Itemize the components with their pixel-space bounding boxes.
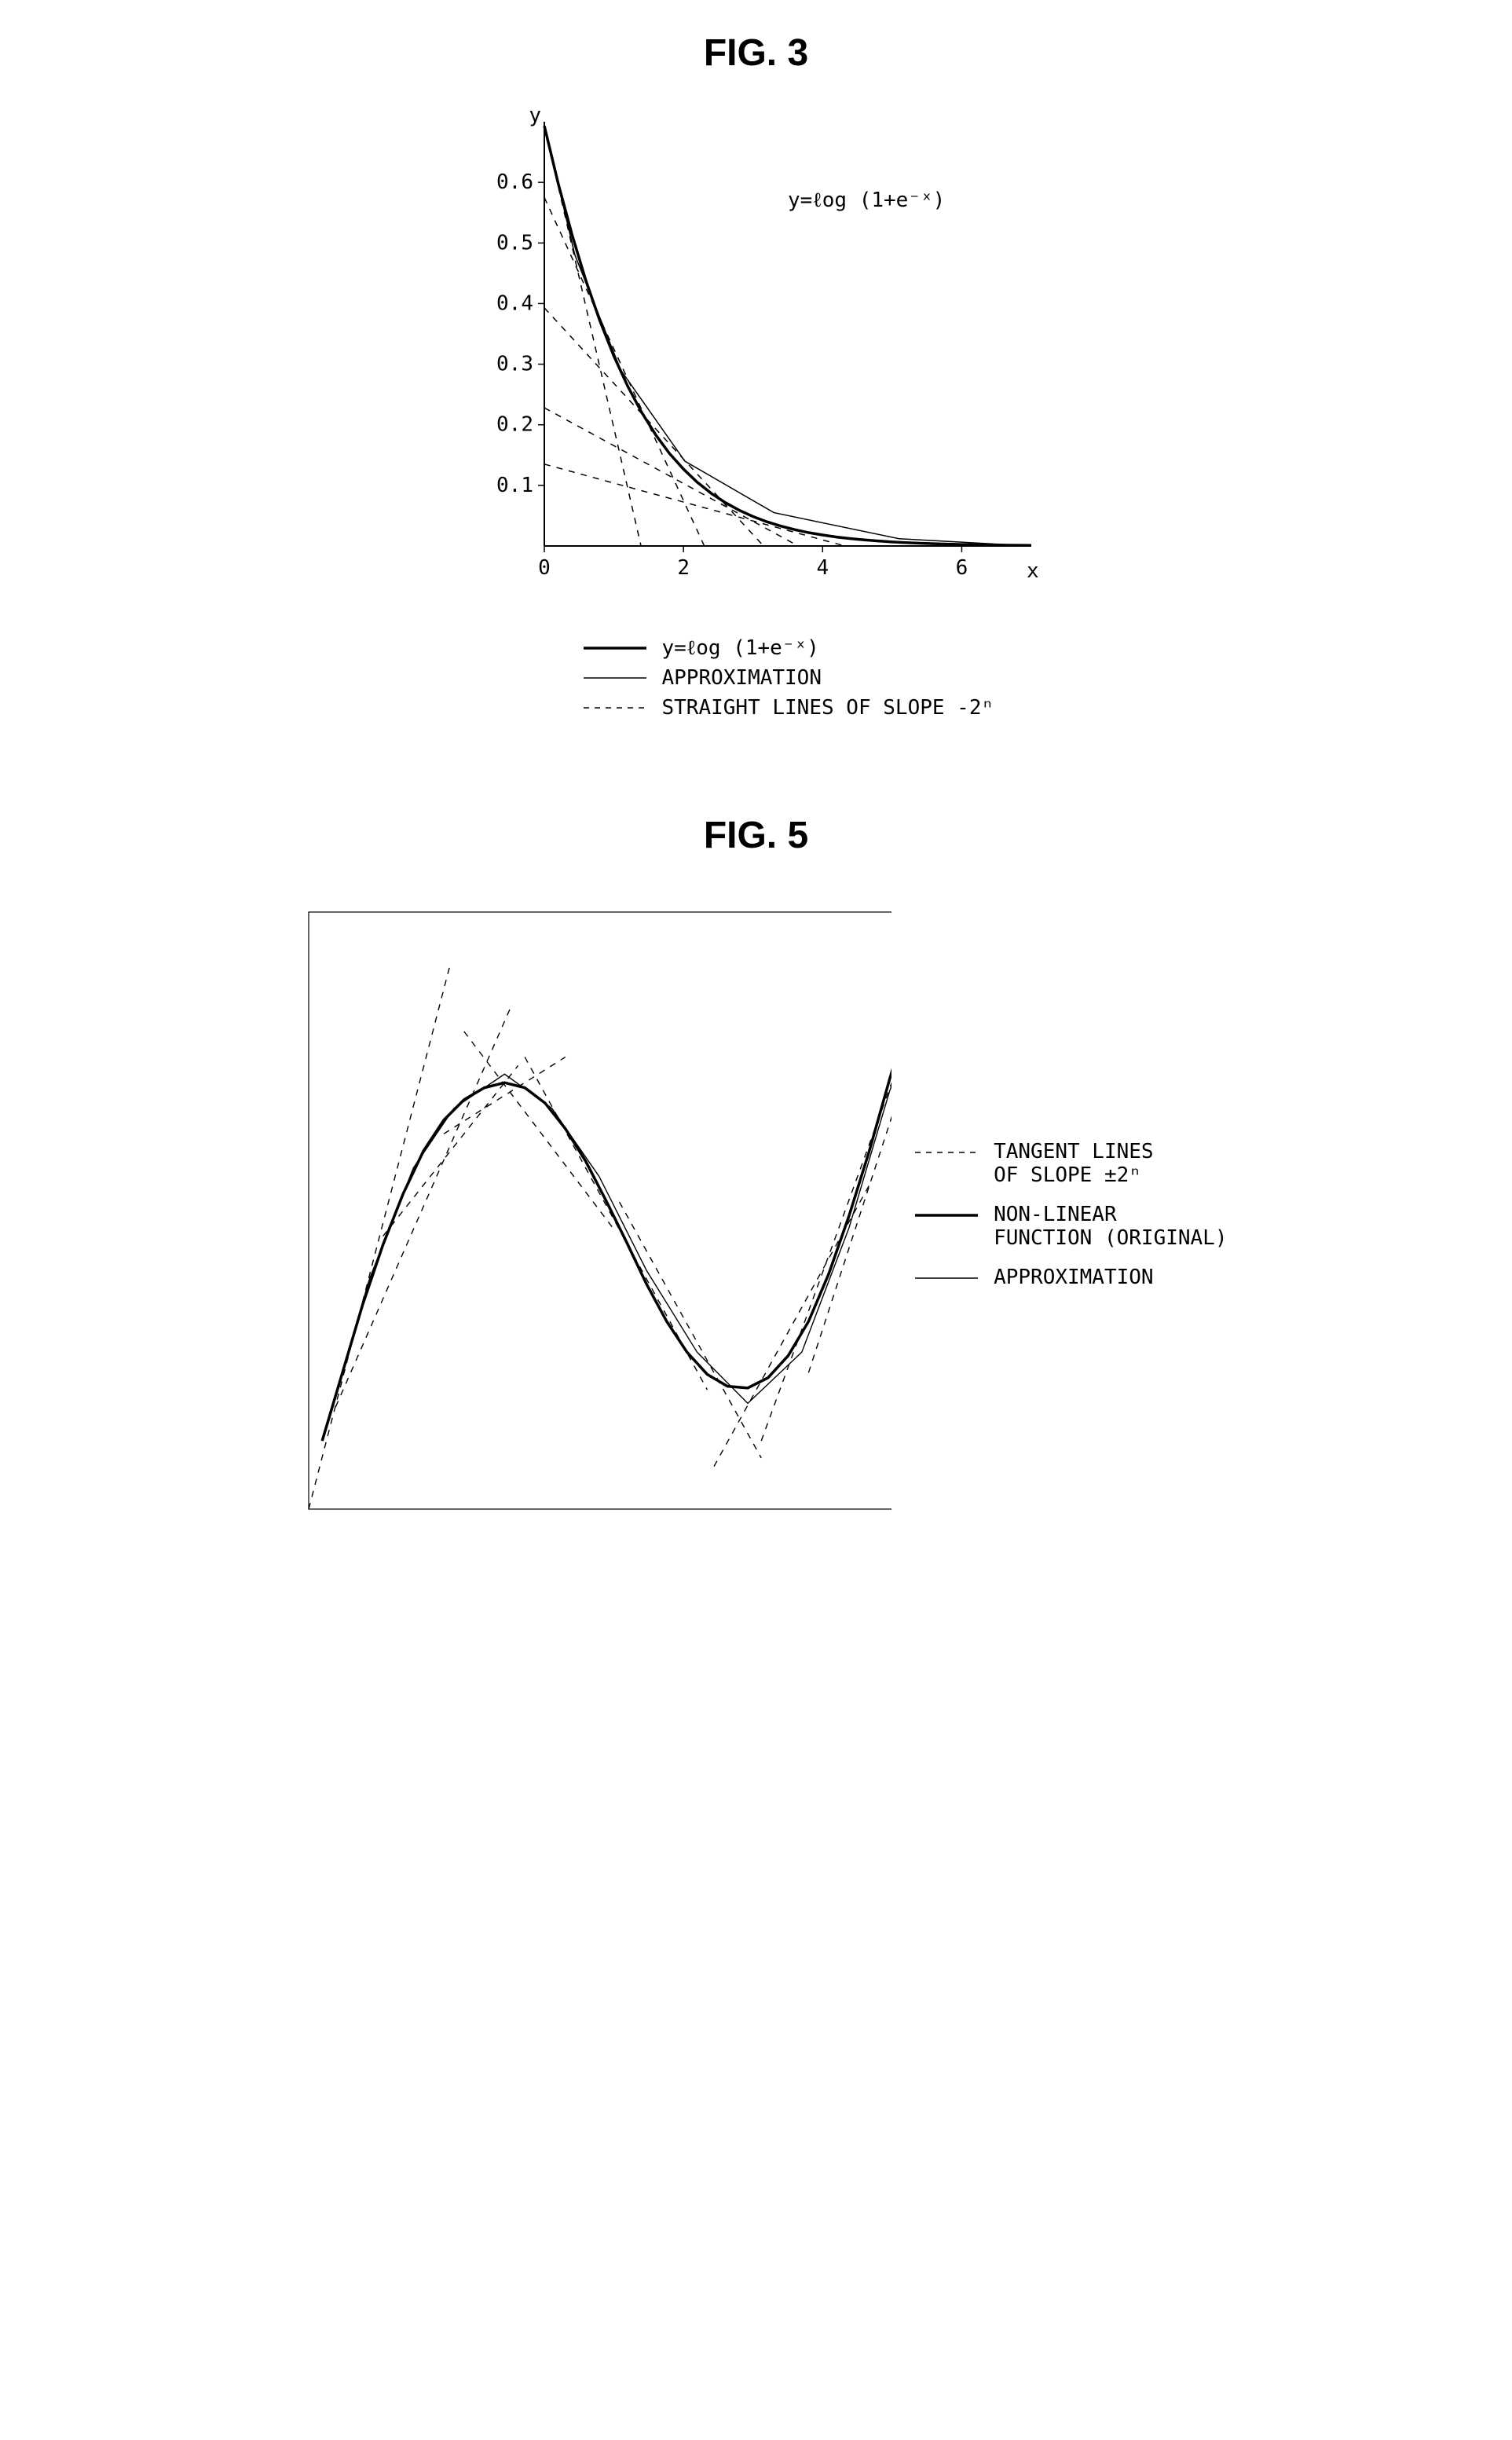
figure-5-title: FIG. 5 [285,814,1228,857]
legend-swatch [915,1207,978,1223]
ytick-label: 0.5 [496,231,533,255]
xtick-label: 6 [955,556,968,580]
equation-label: y=ℓog (1+e⁻ˣ) [788,189,945,212]
legend-swatch [584,670,646,686]
fig3-chart: 0 2 4 6 0.1 0.2 0.3 0.4 0.5 0.6 x y y=ℓog (1+e⁻ˣ) y=… [450,106,1063,720]
legend-label: NON-LINEAR FUNCTION (ORIGINAL) [994,1203,1227,1250]
tangent-line [544,197,705,546]
fig3-legend: y=ℓog (1+e⁻ˣ) APPROXIMATION STRAIGHT LINES… [584,636,1063,720]
legend-row: TANGENT LINES OF SLOPE ±2ⁿ [915,1140,1227,1187]
ytick-label: 0.2 [496,413,533,437]
figure-3-container: FIG. 3 0 2 4 6 0.1 0.2 0.3 0.4 0.5 0.6 x y y=ℓog (1+… [285,31,1228,720]
tangent-line [544,308,763,546]
fig5-svg [285,888,892,1533]
ytick-label: 0.3 [496,353,533,376]
legend-swatch [584,640,646,656]
legend-label: APPROXIMATION [994,1266,1154,1289]
tangent-line [544,408,798,546]
tangent-line [463,1031,612,1228]
legend-label: APPROXIMATION [662,666,822,690]
legend-label: y=ℓog (1+e⁻ˣ) [662,636,819,660]
legend-swatch [915,1145,978,1160]
tangent-line [383,1065,518,1236]
legend-label: STRAIGHT LINES OF SLOPE -2ⁿ [662,696,994,720]
xtick-label: 2 [677,556,690,580]
tangent-line [761,1014,891,1441]
xtick-label: 4 [816,556,829,580]
legend-swatch [584,700,646,716]
ytick-label: 0.1 [496,474,533,497]
legend-row: STRAIGHT LINES OF SLOPE -2ⁿ [584,696,1063,720]
tangent-line [309,963,451,1509]
legend-row: NON-LINEAR FUNCTION (ORIGINAL) [915,1203,1227,1250]
ytick-label: 0.6 [496,170,533,194]
tangent-line [544,464,845,546]
fig3-svg: 0 2 4 6 0.1 0.2 0.3 0.4 0.5 0.6 x y y=ℓog (1+e⁻ˣ) [450,106,1063,609]
figure-3-title: FIG. 3 [285,31,1228,75]
y-axis-label: y [529,106,541,127]
legend-label: TANGENT LINES OF SLOPE ±2ⁿ [994,1140,1154,1187]
legend-row: APPROXIMATION [584,666,1063,690]
ytick-label: 0.4 [496,291,533,315]
x-axis-label: x [1027,559,1039,583]
legend-row: y=ℓog (1+e⁻ˣ) [584,636,1063,660]
xtick-label: 0 [538,556,551,580]
legend-row: APPROXIMATION [915,1266,1227,1289]
fig5-wrap: TANGENT LINES OF SLOPE ±2ⁿ NON-LINEAR FUN… [285,888,1228,1533]
figure-5-container: FIG. 5 TANGENT LINES OF SLOPE ±2ⁿ NON-LIN… [285,814,1228,1533]
main-curve [322,912,891,1441]
legend-swatch [915,1270,978,1286]
fig5-legend: TANGENT LINES OF SLOPE ±2ⁿ NON-LINEAR FUN… [915,1140,1227,1305]
tangent-line [444,1057,566,1134]
